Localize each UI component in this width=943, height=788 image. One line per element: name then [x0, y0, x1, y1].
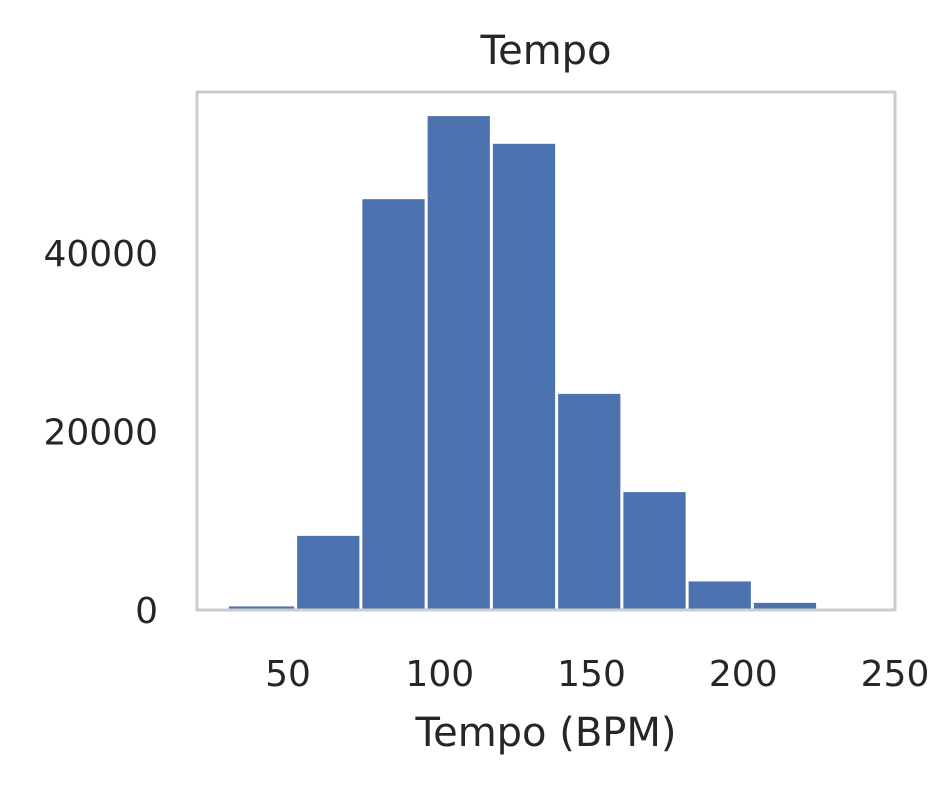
y-tick-label: 20000 — [43, 412, 158, 453]
histogram-bar — [492, 143, 556, 611]
x-tick-label: 200 — [709, 654, 778, 695]
x-tick-label: 100 — [405, 654, 474, 695]
histogram-bar — [427, 116, 490, 610]
histogram-bar — [753, 602, 817, 610]
histogram-bar — [623, 492, 686, 610]
x-tick-label: 250 — [861, 654, 930, 695]
histogram-bar — [297, 535, 360, 610]
y-tick-labels: 0 20000 40000 — [43, 234, 158, 632]
x-tick-label: 50 — [265, 654, 311, 695]
x-axis-label: Tempo (BPM) — [414, 710, 676, 756]
histogram-bar — [228, 606, 295, 610]
y-tick-label: 40000 — [43, 234, 158, 275]
x-tick-labels: 50 100 150 200 250 — [265, 654, 929, 695]
y-tick-label: 0 — [135, 591, 158, 632]
bars-group — [228, 116, 882, 611]
histogram-bar — [688, 581, 751, 610]
chart-title: Tempo — [479, 28, 611, 74]
plot-frame — [195, 90, 897, 612]
histogram-bar — [558, 393, 621, 610]
x-tick-label: 150 — [557, 654, 626, 695]
histogram-bar — [362, 199, 425, 610]
